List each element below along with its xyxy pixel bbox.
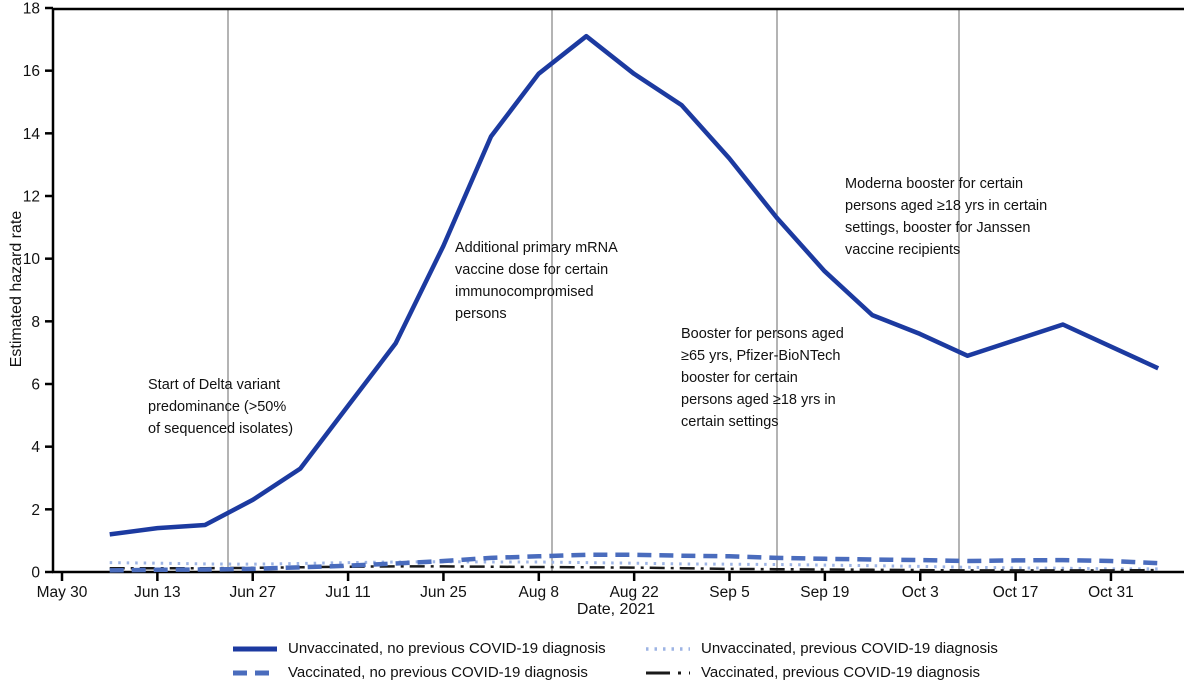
x-tick-label: Jun 25 bbox=[420, 584, 467, 601]
line-unvaccinated-no-previous bbox=[109, 33, 1160, 537]
x-tick-label: Ju1 11 bbox=[325, 584, 370, 601]
y-tick-label: 16 bbox=[23, 63, 40, 80]
x-tick-label: Oct 31 bbox=[1088, 584, 1134, 601]
x-tick-label: Oct 3 bbox=[902, 584, 939, 601]
x-tick-label: Aug 8 bbox=[519, 584, 560, 601]
x-tick-label: May 30 bbox=[37, 584, 88, 601]
legend-item-vaccinated-no-previous: Vaccinated, no previous COVID-19 diagnos… bbox=[232, 663, 606, 682]
y-tick-label: 6 bbox=[31, 377, 40, 394]
annotation-delta-variant: Start of Delta variant predominance (>50… bbox=[148, 377, 294, 438]
y-tick-label: 12 bbox=[23, 189, 40, 206]
y-tick-label: 4 bbox=[31, 439, 40, 456]
legend-column-1: Unvaccinated, no previous COVID-19 diagn… bbox=[232, 639, 606, 682]
annotation-booster-65: Booster for persons aged ≥65 yrs, Pfizer… bbox=[681, 326, 844, 431]
y-tick-label: 10 bbox=[23, 251, 41, 268]
x-axis-ticks: May 30 Jun 13 Jun 27 Ju1 11 Jun 25 Aug 8 Aug 2… bbox=[37, 572, 1134, 601]
legend-label: Vaccinated, previous COVID-19 diagnosis bbox=[701, 664, 981, 681]
legend-item-vaccinated-previous: Vaccinated, previous COVID-19 diagnosis bbox=[645, 663, 998, 682]
y-tick-label: 8 bbox=[31, 314, 40, 331]
y-tick-label: 18 bbox=[23, 1, 40, 18]
legend-column-2: Unvaccinated, previous COVID-19 diagnosi… bbox=[645, 639, 998, 682]
x-tick-label: Sep 5 bbox=[709, 584, 750, 601]
y-tick-label: 14 bbox=[23, 126, 41, 143]
annotation-moderna-janssen-booster: Moderna booster for certain persons aged… bbox=[845, 176, 1048, 259]
legend-swatch-dash-dot-line bbox=[646, 671, 690, 674]
y-axis-title: Estimated hazard rate bbox=[8, 210, 25, 368]
annotation-additional-primary-dose: Additional primary mRNA vaccine dose for… bbox=[455, 240, 618, 323]
x-tick-label: Oct 17 bbox=[993, 584, 1039, 601]
legend-item-unvaccinated-previous: Unvaccinated, previous COVID-19 diagnosi… bbox=[645, 639, 998, 658]
axes bbox=[51, 7, 1184, 574]
y-axis-ticks: 0 2 4 6 8 10 12 14 16 18 bbox=[23, 1, 53, 582]
x-tick-label: Aug 22 bbox=[610, 584, 659, 601]
legend-swatch-dotted-line bbox=[646, 646, 690, 651]
y-tick-label: 0 bbox=[31, 565, 40, 582]
x-tick-label: Jun 27 bbox=[229, 584, 276, 601]
event-gridlines bbox=[227, 10, 960, 572]
legend-swatch-solid-line bbox=[233, 646, 277, 651]
x-tick-label: Jun 13 bbox=[134, 584, 181, 601]
x-tick-label: Sep 19 bbox=[800, 584, 849, 601]
legend-label: Unvaccinated, no previous COVID-19 diagn… bbox=[288, 640, 606, 657]
line-vaccinated-previous bbox=[109, 565, 1159, 572]
series-lines bbox=[109, 33, 1160, 573]
legend-label: Unvaccinated, previous COVID-19 diagnosi… bbox=[701, 640, 998, 657]
x-axis-title: Date, 2021 bbox=[576, 601, 656, 618]
legend-item-unvaccinated-no-previous: Unvaccinated, no previous COVID-19 diagn… bbox=[232, 639, 606, 658]
legend-label: Vaccinated, no previous COVID-19 diagnos… bbox=[288, 664, 588, 681]
legend-swatch-dashed-line bbox=[233, 670, 277, 675]
y-tick-label: 2 bbox=[31, 502, 40, 519]
